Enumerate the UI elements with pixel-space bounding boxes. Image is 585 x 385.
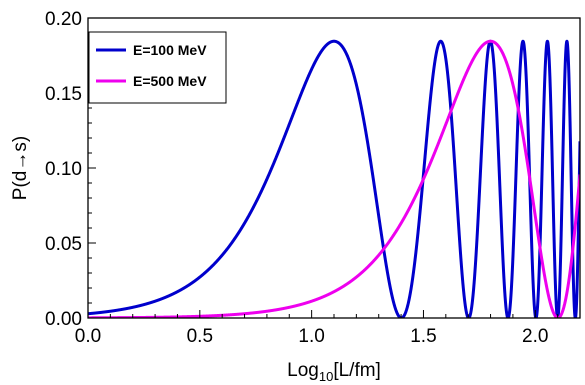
x-tick-label: 0.0 xyxy=(75,326,101,347)
axis-ticks: 0.0 0.5 1.0 1.5 2.0 0.00 0.05 0.10 0.15 0.20 xyxy=(45,9,559,347)
x-tick-label: 1.0 xyxy=(298,326,324,347)
x-tick-label: 0.5 xyxy=(187,326,213,347)
x-axis-label: Log10[L/fm] xyxy=(287,360,381,384)
y-tick-label: 0.15 xyxy=(45,84,82,105)
series-line-e100 xyxy=(88,39,580,318)
y-tick-label: 0.10 xyxy=(45,159,82,180)
x-tick-label: 1.5 xyxy=(410,326,436,347)
legend-box xyxy=(88,31,227,104)
x-tick-label: 2.0 xyxy=(522,326,548,347)
series-line-e500 xyxy=(88,39,580,318)
y-tick-label: 0.20 xyxy=(45,9,82,30)
legend-label-e500: E=500 MeV xyxy=(133,73,207,89)
series-layer xyxy=(88,39,580,318)
y-tick-label: 0.05 xyxy=(45,234,82,255)
y-tick-label: 0.00 xyxy=(45,309,82,330)
y-axis-label: P(d→s) xyxy=(10,136,31,200)
legend-label-e100: E=100 MeV xyxy=(133,42,207,58)
legend: E=100 MeV E=500 MeV xyxy=(88,31,227,104)
